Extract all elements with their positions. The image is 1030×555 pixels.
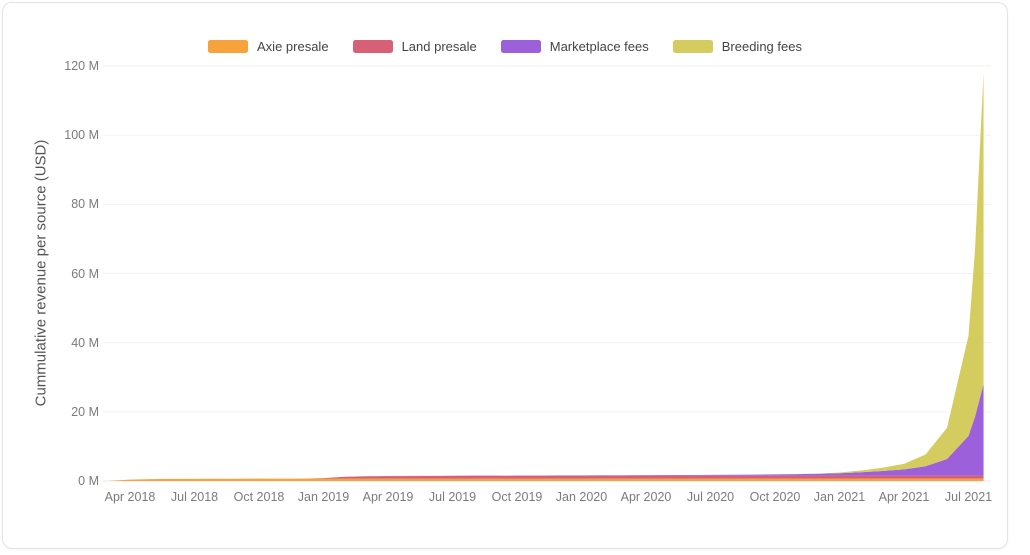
area-axie-presale xyxy=(108,478,984,481)
legend-label: Land presale xyxy=(401,39,477,54)
y-tick-label: 120 M xyxy=(64,59,99,73)
legend-item-breeding-fees[interactable]: Breeding fees xyxy=(672,39,802,54)
x-tick-label: Jan 2020 xyxy=(555,490,608,504)
y-tick-label: 40 M xyxy=(71,335,99,350)
y-tick-label: 0 M xyxy=(78,474,99,488)
x-tick-label: Jul 2019 xyxy=(428,490,477,504)
x-tick-label: Jan 2021 xyxy=(813,490,866,504)
legend-item-marketplace-fees[interactable]: Marketplace fees xyxy=(500,39,649,54)
y-tick-label: 20 M xyxy=(71,404,99,419)
x-tick-label: Oct 2019 xyxy=(491,490,543,504)
legend-label: Breeding fees xyxy=(721,39,802,54)
legend-item-land-presale[interactable]: Land presale xyxy=(352,39,477,54)
y-tick-label: 100 M xyxy=(64,128,99,143)
stacked-area-plot xyxy=(103,65,991,482)
x-tick-label: Apr 2018 xyxy=(104,490,156,504)
chart-card: Axie presale Land presale Marketplace fe… xyxy=(2,2,1008,549)
y-tick-label: 80 M xyxy=(71,197,99,212)
area-marketplace-fees xyxy=(108,383,984,481)
chart-legend: Axie presale Land presale Marketplace fe… xyxy=(3,39,1007,54)
breeding-fees-swatch-icon xyxy=(672,40,713,53)
y-tick-label: 60 M xyxy=(71,266,99,281)
legend-item-axie-presale[interactable]: Axie presale xyxy=(208,39,329,54)
legend-label: Marketplace fees xyxy=(549,39,649,54)
land-presale-swatch-icon xyxy=(352,40,393,53)
axie-presale-swatch-icon xyxy=(208,40,249,53)
x-tick-label: Jul 2020 xyxy=(686,490,735,504)
x-tick-label: Apr 2021 xyxy=(878,490,930,504)
x-tick-label: Apr 2019 xyxy=(362,490,414,504)
x-tick-label: Oct 2020 xyxy=(749,490,801,504)
legend-label: Axie presale xyxy=(257,39,329,54)
x-tick-label: Apr 2020 xyxy=(620,490,672,504)
x-tick-label: Jul 2018 xyxy=(170,490,219,504)
x-tick-label: Jan 2019 xyxy=(297,490,350,504)
area-breeding-fees xyxy=(108,72,984,481)
area-land-presale xyxy=(108,475,984,481)
x-tick-label: Oct 2018 xyxy=(233,490,285,504)
marketplace-fees-swatch-icon xyxy=(500,40,541,53)
x-tick-label: Jul 2021 xyxy=(944,490,993,504)
